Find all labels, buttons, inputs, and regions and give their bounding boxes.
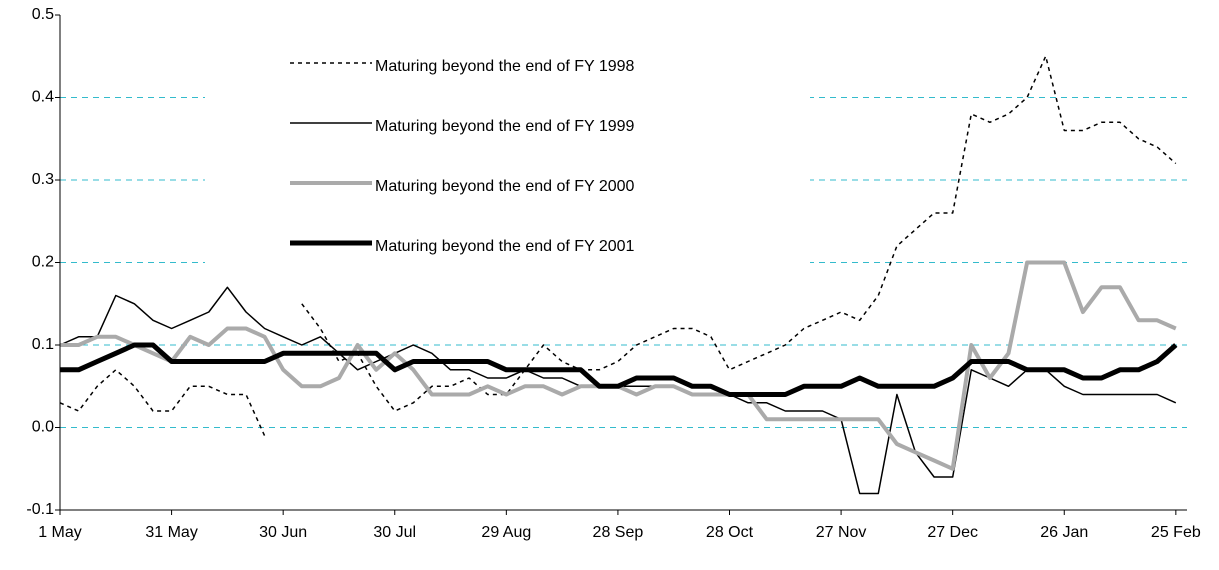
legend-label: Maturing beyond the end of FY 2001 bbox=[375, 238, 635, 255]
legend-background bbox=[205, 40, 810, 265]
x-tick-label: 25 Feb bbox=[1151, 524, 1201, 541]
x-tick-label: 29 Aug bbox=[481, 524, 531, 541]
x-tick-label: 30 Jun bbox=[259, 524, 307, 541]
y-tick-label: 0.1 bbox=[32, 336, 54, 353]
x-tick-label: 31 May bbox=[145, 524, 197, 541]
series-line bbox=[59, 286, 1177, 495]
y-tick-label: 0.5 bbox=[32, 6, 54, 23]
legend-label: Maturing beyond the end of FY 1998 bbox=[375, 58, 635, 75]
y-tick-label: 0.4 bbox=[32, 89, 54, 106]
x-tick-label: 27 Dec bbox=[927, 524, 978, 541]
y-tick-label: 0.3 bbox=[32, 171, 54, 188]
legend-label: Maturing beyond the end of FY 2000 bbox=[375, 178, 635, 195]
x-tick-label: 28 Oct bbox=[706, 524, 754, 541]
x-tick-label: 26 Jan bbox=[1040, 524, 1088, 541]
y-tick-label: 0.0 bbox=[32, 419, 54, 436]
x-tick-label: 30 Jul bbox=[373, 524, 416, 541]
x-tick-label: 1 May bbox=[38, 524, 82, 541]
legend-label: Maturing beyond the end of FY 1999 bbox=[375, 118, 635, 135]
series-line bbox=[60, 342, 1178, 397]
series-line bbox=[59, 55, 1177, 437]
series-line bbox=[60, 260, 1177, 471]
x-tick-label: 27 Nov bbox=[816, 524, 867, 541]
y-tick-label: -0.1 bbox=[26, 501, 54, 518]
x-tick-label: 28 Sep bbox=[593, 524, 644, 541]
y-tick-label: 0.2 bbox=[32, 254, 54, 271]
